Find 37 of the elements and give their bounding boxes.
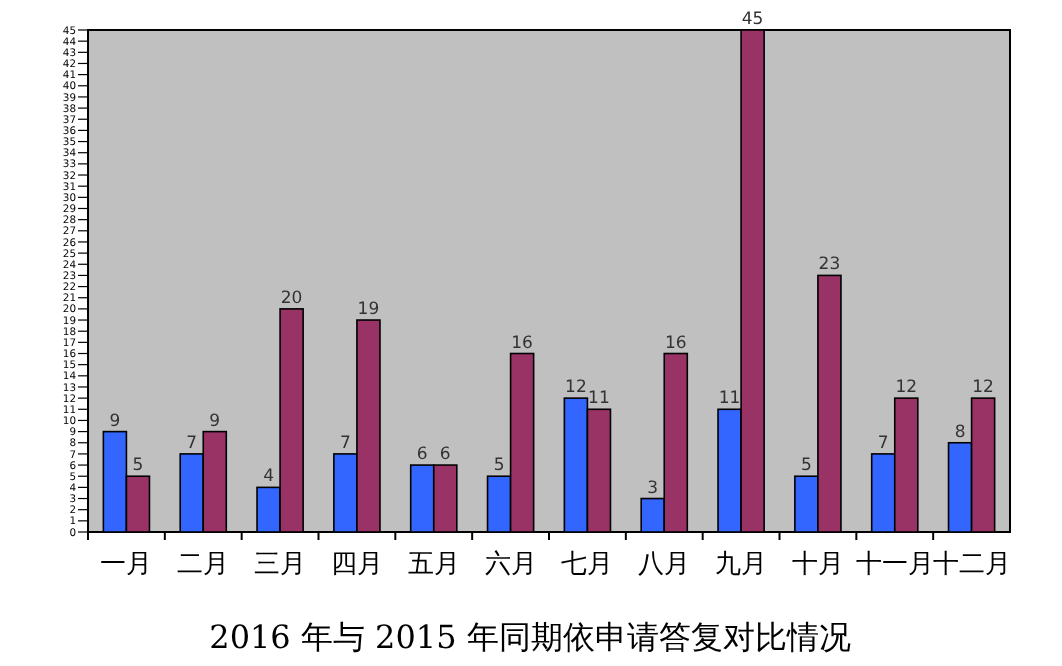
- x-tick-label: 七月: [561, 550, 614, 580]
- data-label: 4: [263, 467, 274, 488]
- x-tick-label: 六月: [484, 550, 537, 580]
- data-label: 45: [741, 10, 764, 30]
- x-tick-label: 三月: [254, 550, 307, 580]
- text: 2016 年与 2015 年同期依申请答复对比情况: [209, 618, 851, 656]
- data-label: 9: [109, 411, 121, 432]
- data-label: 19: [357, 300, 380, 321]
- data-label: 16: [664, 333, 687, 354]
- data-label: 7: [877, 433, 889, 454]
- x-tick-label: 五月: [407, 550, 460, 580]
- data-label: 12: [565, 378, 587, 399]
- data-label: 12: [972, 378, 994, 399]
- data-label: 5: [493, 456, 505, 477]
- data-label: 11: [718, 389, 741, 410]
- x-tick-label: 十月: [791, 550, 844, 580]
- x-tick-label: 八月: [638, 550, 691, 580]
- data-label: 8: [954, 422, 966, 443]
- data-label: 7: [186, 433, 198, 454]
- x-tick-label: 二月: [177, 550, 230, 580]
- data-label: 5: [800, 456, 812, 477]
- x-tick-label: 九月: [715, 550, 768, 580]
- data-label: 23: [818, 255, 841, 276]
- data-label: 16: [511, 333, 533, 354]
- data-label: 11: [588, 389, 610, 410]
- data-label: 6: [416, 445, 428, 466]
- x-tick-label: 十二月: [932, 550, 1011, 580]
- data-label: 9: [209, 411, 221, 432]
- data-label: 12: [895, 378, 918, 399]
- data-label: 6: [439, 445, 451, 466]
- data-label: 7: [339, 433, 351, 454]
- data-label: 5: [132, 456, 144, 477]
- data-label: 20: [280, 288, 303, 309]
- data-label: 3: [647, 478, 659, 499]
- x-tick-label: 四月: [330, 550, 383, 580]
- x-tick-label: 十一月: [855, 550, 934, 580]
- x-tick-label: 一月: [100, 550, 153, 580]
